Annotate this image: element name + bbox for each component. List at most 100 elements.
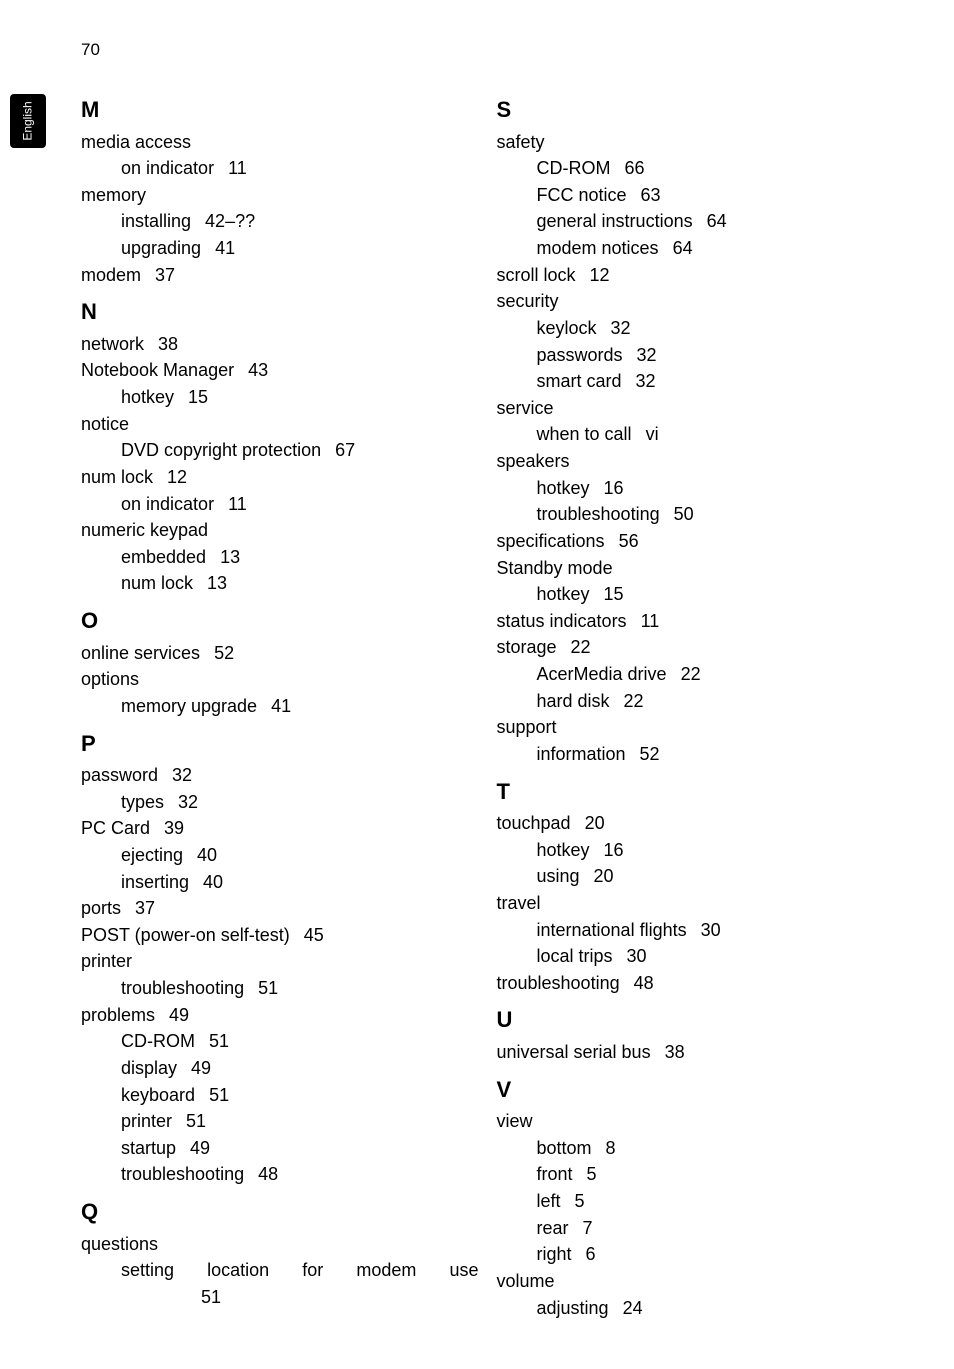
page-ref: 30 — [701, 920, 721, 940]
page-ref: 5 — [575, 1191, 585, 1211]
index-sub-entry: inserting40 — [81, 869, 479, 896]
index-sub-entry: rear7 — [497, 1215, 895, 1242]
index-entry: modem37 — [81, 262, 479, 289]
index-sub-entry: general instructions64 — [497, 208, 895, 235]
index-entry: view — [497, 1108, 895, 1135]
page-ref: 22 — [571, 637, 591, 657]
index-entry: volume — [497, 1268, 895, 1295]
page-ref: 6 — [586, 1244, 596, 1264]
page-ref: 32 — [178, 792, 198, 812]
index-sub-entry: bottom8 — [497, 1135, 895, 1162]
page-ref: 51 — [258, 978, 278, 998]
index-entry: num lock12 — [81, 464, 479, 491]
index-sub-entry: modem notices64 — [497, 235, 895, 262]
index-sub-entry: using20 — [497, 863, 895, 890]
page-ref: 24 — [623, 1298, 643, 1318]
index-sub-entry: printer51 — [81, 1108, 479, 1135]
page-ref: 67 — [335, 440, 355, 460]
index-sub-entry: local trips30 — [497, 943, 895, 970]
index-entry: service — [497, 395, 895, 422]
page-ref: 63 — [641, 185, 661, 205]
index-letter-heading: U — [497, 1004, 895, 1037]
index-entry: online services52 — [81, 640, 479, 667]
index-entry: scroll lock12 — [497, 262, 895, 289]
index-entry: notice — [81, 411, 479, 438]
page-ref: 52 — [640, 744, 660, 764]
index-entry: speakers — [497, 448, 895, 475]
index-sub-entry: AcerMedia drive22 — [497, 661, 895, 688]
page-ref: 43 — [248, 360, 268, 380]
page-ref: 13 — [220, 547, 240, 567]
page-ref: 51 — [209, 1031, 229, 1051]
page-ref: 37 — [155, 265, 175, 285]
index-sub-entry: ejecting40 — [81, 842, 479, 869]
index-entry: touchpad20 — [497, 810, 895, 837]
index-sub-entry: CD-ROM51 — [81, 1028, 479, 1055]
index-entry: password32 — [81, 762, 479, 789]
page-ref: 11 — [228, 494, 247, 514]
index-sub-entry: hotkey16 — [497, 475, 895, 502]
page-ref: 12 — [590, 265, 610, 285]
index-entry: questions — [81, 1231, 479, 1258]
page-ref: 13 — [207, 573, 227, 593]
index-letter-heading: O — [81, 605, 479, 638]
index-sub-entry: CD-ROM66 — [497, 155, 895, 182]
page-ref: 30 — [627, 946, 647, 966]
index-letter-heading: N — [81, 296, 479, 329]
index-letter-heading: Q — [81, 1196, 479, 1229]
page-ref: 49 — [191, 1058, 211, 1078]
page-ref: 20 — [594, 866, 614, 886]
index-entry: numeric keypad — [81, 517, 479, 544]
index-sub-entry: right6 — [497, 1241, 895, 1268]
language-tab-text: English — [21, 101, 35, 140]
page-ref: 48 — [258, 1164, 278, 1184]
index-entry: travel — [497, 890, 895, 917]
page-ref: 49 — [169, 1005, 189, 1025]
page-ref: 11 — [641, 611, 660, 631]
page-ref: 64 — [673, 238, 693, 258]
page-ref: 5 — [587, 1164, 597, 1184]
index-entry: specifications56 — [497, 528, 895, 555]
index-entry: storage22 — [497, 634, 895, 661]
page-ref: 20 — [585, 813, 605, 833]
index-sub-entry: setting location for modem use — [81, 1257, 479, 1284]
index-left-column: Mmedia accesson indicator11memoryinstall… — [81, 94, 479, 1321]
index-sub-entry: when to callvi — [497, 421, 895, 448]
index-entry: options — [81, 666, 479, 693]
page-ref: 32 — [637, 345, 657, 365]
index-sub-sub-entry: 51 — [81, 1284, 479, 1311]
page-ref: 41 — [215, 238, 235, 258]
index-sub-entry: memory upgrade41 — [81, 693, 479, 720]
index-letter-heading: V — [497, 1074, 895, 1107]
page-ref: 32 — [172, 765, 192, 785]
page-ref: 52 — [214, 643, 234, 663]
index-entry: problems49 — [81, 1002, 479, 1029]
index-sub-entry: FCC notice63 — [497, 182, 895, 209]
page-ref: 15 — [188, 387, 208, 407]
index-sub-entry: on indicator11 — [81, 491, 479, 518]
index-sub-entry: hotkey15 — [81, 384, 479, 411]
index-entry: PC Card39 — [81, 815, 479, 842]
index-sub-entry: passwords32 — [497, 342, 895, 369]
page-ref: 32 — [611, 318, 631, 338]
page-ref: 8 — [606, 1138, 616, 1158]
page-ref: 16 — [604, 478, 624, 498]
page-ref: 16 — [604, 840, 624, 860]
index-sub-entry: adjusting24 — [497, 1295, 895, 1322]
page-ref: 12 — [167, 467, 187, 487]
page-ref: 40 — [197, 845, 217, 865]
page-ref: 51 — [186, 1111, 206, 1131]
page-number: 70 — [81, 40, 100, 60]
index-sub-entry: troubleshooting50 — [497, 501, 895, 528]
page-ref: 22 — [681, 664, 701, 684]
page-ref: 50 — [674, 504, 694, 524]
page-ref: 51 — [209, 1085, 229, 1105]
index-letter-heading: P — [81, 728, 479, 761]
page-ref: 39 — [164, 818, 184, 838]
page-ref: 38 — [158, 334, 178, 354]
page-ref: 7 — [583, 1218, 593, 1238]
page-ref: 56 — [619, 531, 639, 551]
page-ref: 45 — [304, 925, 324, 945]
index-sub-entry: smart card32 — [497, 368, 895, 395]
index-sub-entry: on indicator11 — [81, 155, 479, 182]
